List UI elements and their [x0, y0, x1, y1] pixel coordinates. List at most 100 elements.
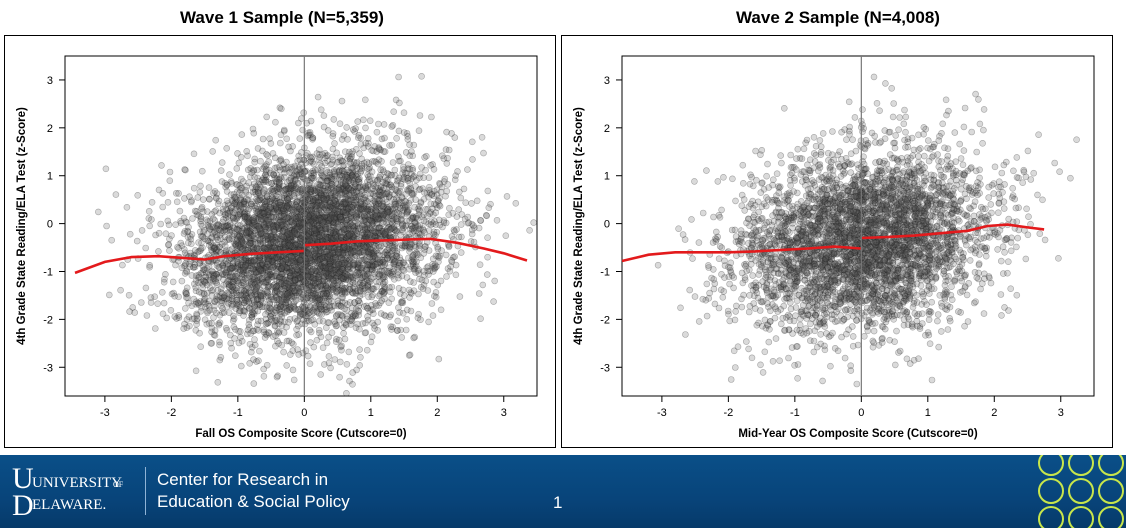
data-point	[406, 265, 413, 273]
data-point	[374, 213, 381, 220]
data-point	[269, 240, 277, 248]
data-point	[452, 172, 460, 179]
data-point	[213, 281, 221, 288]
data-point	[351, 280, 359, 287]
data-point	[329, 130, 337, 137]
data-point	[386, 313, 393, 321]
data-point	[378, 210, 386, 218]
data-point	[356, 150, 363, 157]
data-point	[304, 272, 312, 279]
data-point	[352, 146, 360, 153]
data-point	[232, 277, 240, 284]
data-point	[457, 194, 465, 202]
data-point	[169, 278, 177, 286]
data-point	[303, 149, 311, 157]
data-point	[277, 217, 284, 224]
data-point	[361, 272, 369, 280]
data-point	[259, 275, 266, 282]
data-point	[296, 275, 303, 282]
data-point	[221, 295, 228, 302]
data-point	[103, 222, 110, 230]
data-point	[354, 170, 361, 178]
data-point	[243, 303, 250, 310]
data-point	[416, 275, 423, 283]
data-point	[211, 208, 218, 215]
data-point	[400, 129, 408, 136]
data-point	[310, 256, 318, 264]
data-point	[248, 343, 256, 351]
data-point	[350, 194, 358, 202]
data-point	[349, 369, 357, 376]
data-point	[376, 272, 383, 279]
data-point	[277, 199, 284, 206]
data-point	[419, 225, 427, 232]
data-point	[283, 234, 291, 241]
data-point	[375, 200, 383, 207]
data-point	[292, 281, 300, 289]
data-point	[322, 263, 330, 270]
data-point	[210, 273, 217, 280]
data-point	[349, 285, 357, 293]
data-point	[322, 194, 330, 202]
data-point	[407, 184, 414, 192]
data-point	[451, 134, 459, 141]
data-point	[349, 313, 356, 321]
data-point	[354, 118, 362, 125]
data-point	[417, 283, 425, 291]
data-point	[367, 246, 374, 253]
data-point	[273, 207, 281, 215]
data-point	[242, 286, 250, 293]
data-point	[393, 135, 400, 142]
data-point	[248, 314, 256, 321]
data-point	[304, 208, 312, 216]
data-point	[358, 155, 366, 163]
data-point	[275, 209, 282, 216]
data-point	[368, 265, 376, 273]
data-point	[318, 255, 326, 263]
data-point	[262, 215, 270, 223]
data-point	[311, 282, 318, 290]
data-point	[315, 146, 323, 153]
data-point	[278, 209, 286, 217]
data-point	[371, 253, 379, 260]
data-point	[162, 230, 170, 237]
data-point	[308, 310, 316, 318]
data-point	[321, 285, 329, 293]
data-point	[385, 244, 393, 252]
data-point	[208, 223, 215, 230]
data-point	[273, 186, 281, 193]
data-point	[470, 238, 478, 246]
point-group-1	[95, 72, 538, 397]
data-point	[284, 259, 292, 266]
data-point	[446, 204, 453, 212]
data-point	[246, 359, 253, 367]
data-point	[292, 176, 300, 183]
data-point	[294, 241, 302, 249]
data-point	[369, 227, 376, 235]
data-point	[384, 269, 392, 277]
data-point	[160, 299, 168, 307]
data-point	[313, 236, 321, 243]
data-point	[433, 204, 441, 211]
data-point	[284, 231, 292, 238]
data-point	[199, 167, 206, 175]
data-point	[313, 279, 321, 287]
data-point	[381, 261, 389, 268]
data-point	[317, 371, 325, 378]
data-point	[314, 93, 322, 101]
data-point	[294, 257, 302, 265]
data-point	[443, 128, 450, 136]
data-point	[102, 165, 110, 173]
data-point	[283, 362, 291, 369]
data-point	[359, 257, 367, 264]
data-point	[336, 227, 343, 235]
data-point	[406, 230, 413, 237]
data-point	[385, 193, 393, 201]
data-point	[160, 278, 168, 286]
data-point	[331, 356, 339, 363]
data-point	[214, 222, 222, 229]
data-point	[233, 265, 240, 272]
data-point	[284, 196, 292, 203]
data-point	[388, 141, 396, 149]
